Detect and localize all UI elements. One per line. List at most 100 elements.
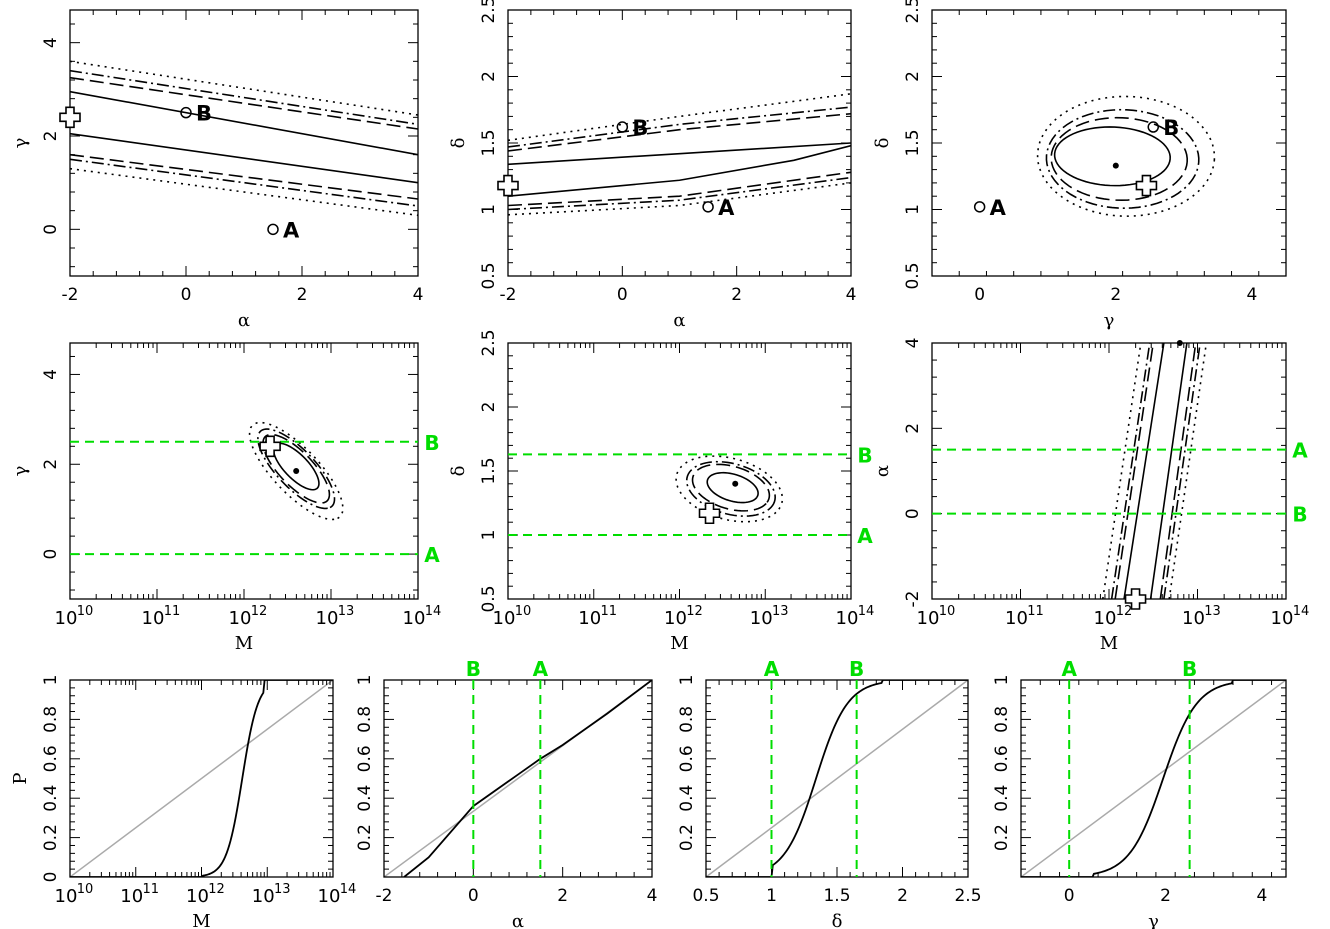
point-label-A: A [718,196,735,220]
x-axis-label: M [670,633,688,654]
y-tick-label: 0 [903,508,923,519]
contour-solid-lower [70,132,418,184]
plot-frame [931,342,1287,600]
x-tick-label: -2 [62,285,79,305]
x-tick-label: 10 [186,886,209,907]
contour-dotted [675,455,784,523]
x-tick-exponent: 14 [1293,604,1310,619]
contour-solid-upper [508,142,851,166]
best-fit-dot [293,468,300,474]
point-A [267,223,279,236]
x-tick-exponent: 12 [1116,604,1133,619]
x-tick-label: 10 [55,608,78,629]
x-tick-label: 10 [403,608,426,629]
plot-frame [69,342,419,600]
point-A [702,201,714,213]
contour-dashed-lower [1114,343,1155,599]
y-tick-label: 2 [479,402,499,413]
y-tick-label: 1.5 [479,129,499,156]
x-tick-label: 4 [647,886,658,906]
contour-dashdot-upper [1163,343,1201,599]
y-tick-label: 2.5 [479,0,499,24]
contour-dashed-upper [508,112,851,152]
contour-dashed-upper [70,76,418,130]
point-A [973,201,986,213]
x-axis-label: α [673,310,685,331]
cdf-curve [706,680,968,877]
y-tick-label: 0.5 [903,262,923,289]
cross-marker [259,435,281,458]
x-tick-exponent: 13 [274,882,291,897]
cross-marker [59,106,81,129]
contour-dashdot [685,460,776,517]
contour-dotted-upper [70,60,418,116]
x-tick-label: 4 [1256,886,1267,906]
y-tick-label: 4 [903,338,923,349]
ref-label-A: A [533,657,549,681]
contour-dotted-upper [508,92,851,142]
x-tick-label: 1.5 [823,886,850,906]
x-tick-exponent: 12 [251,604,268,619]
contour-solid [706,471,759,504]
contour-dashed [262,433,331,504]
y-tick-label: 0 [41,224,61,235]
x-tick-exponent: 14 [340,882,357,897]
y-tick-label: 0.8 [677,706,697,733]
best-fit-dot [732,480,739,487]
contour-dotted-upper [1168,343,1208,599]
contour-dashdot-lower [508,176,851,211]
plot-area [1021,680,1286,877]
contour-dashed-upper [1159,343,1197,599]
y-tick-label: 0.4 [992,785,1012,812]
contour-dashed-lower [508,171,851,207]
y-tick-label: 1 [41,675,61,686]
point-label-B: B [1163,116,1179,140]
panel-p8: -2 0 2 4 0.2 0.4 0.6 0.8 1 α B A [355,657,657,929]
plot-frame [931,9,1287,277]
panel-p9: 0.5 1 1.5 2 2.5 0.2 0.4 0.6 0.8 1 δ A B [677,657,982,929]
y-tick-label: 2 [479,71,499,82]
x-tick-label: 2 [557,886,568,906]
x-tick-label: 10 [1271,608,1294,629]
x-tick-label: 10 [1005,608,1028,629]
y-tick-label: 1 [992,675,1012,686]
contour-dashdot-upper [70,69,418,126]
y-tick-label: -2 [903,591,923,608]
y-tick-label: 1.5 [903,129,923,156]
contour-dotted-lower [70,167,418,217]
x-tick-label: 10 [1094,608,1117,629]
plot-area [706,680,968,877]
x-tick-label: 10 [55,886,78,907]
x-tick-label: 10 [318,886,341,907]
contour-dashdot-upper [508,106,851,148]
plot-area [70,680,333,877]
y-tick-label: 4 [41,37,61,48]
x-tick-label: 4 [1247,285,1258,305]
best-fit-dot [1176,340,1183,346]
x-axis-label: M [192,911,210,929]
y-tick-label: 0.2 [992,824,1012,851]
x-tick-label: 4 [413,285,424,305]
contour-dashed [691,463,771,512]
x-tick-label: -2 [500,285,517,305]
y-axis-label: P [10,772,31,784]
x-tick-label: 1 [766,886,777,906]
x-tick-exponent: 10 [515,604,532,619]
x-tick-exponent: 14 [425,604,442,619]
diagonal-reference [70,680,333,877]
x-tick-label: 10 [252,886,275,907]
contour-dashdot-lower [70,158,418,207]
y-tick-label: 0.5 [479,585,499,612]
x-tick-exponent: 14 [858,604,875,619]
panel-p2: -2 0 2 4 0.5 1 1.5 2 2.5 α δ A B [448,0,856,331]
x-tick-label: 10 [664,608,687,629]
x-tick-label: 2 [1160,886,1171,906]
x-tick-label: 10 [142,608,165,629]
x-tick-label: 10 [836,608,859,629]
panel-p10: 0 2 4 0.2 0.4 0.6 0.8 1 γ A B [992,657,1287,929]
y-tick-label: 0.5 [479,262,499,289]
contour-dotted [1036,95,1216,217]
x-axis-label: M [235,633,253,654]
